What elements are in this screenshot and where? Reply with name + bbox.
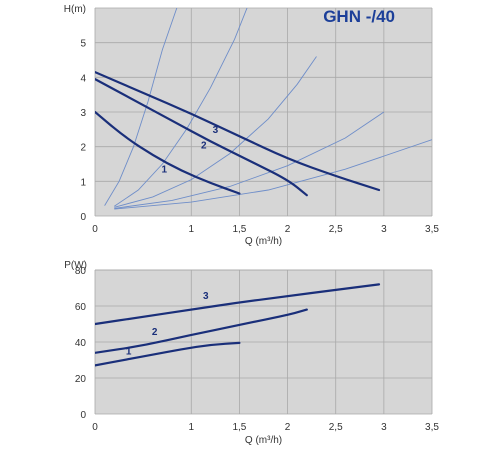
x-tick-label: 3,5 [425, 224, 439, 235]
pump-curve-2 [95, 308, 308, 354]
x-axis-title: Q (m³/h) [245, 435, 282, 446]
x-axis-title: Q (m³/h) [245, 236, 282, 247]
system-curve-line [114, 56, 317, 208]
plot-content [95, 8, 432, 210]
system-curve-line [104, 8, 178, 206]
pump-curve-1 [95, 341, 241, 367]
x-tick-label: 2,5 [329, 422, 343, 433]
chart-title: GHN -/40 [323, 7, 395, 26]
x-tick-label: 1 [189, 224, 195, 235]
pump-curve-2 [95, 78, 308, 197]
x-tick-label: 1,5 [232, 422, 246, 433]
x-tick-label: 2 [285, 224, 291, 235]
curve-label-3: 3 [213, 125, 219, 136]
y-tick-label: 20 [75, 374, 87, 385]
y-tick-label: 80 [75, 266, 87, 277]
x-tick-label: 3 [381, 224, 387, 235]
x-tick-label: 0 [92, 224, 98, 235]
curve-label-1: 1 [126, 347, 132, 358]
pump-curve-3 [95, 283, 381, 326]
curve-label-1: 1 [162, 165, 168, 176]
y-tick-label: 5 [80, 39, 86, 50]
x-tick-label: 2 [285, 422, 291, 433]
y-tick-label: 0 [80, 212, 86, 223]
y-tick-label: 3 [80, 108, 86, 119]
system-curve-line [114, 111, 385, 209]
curve-label-2: 2 [152, 327, 158, 338]
y-tick-label: 4 [80, 73, 86, 84]
y-axis-title: H(m) [64, 4, 86, 15]
y-tick-label: 2 [80, 143, 86, 154]
x-tick-label: 3 [381, 422, 387, 433]
x-tick-label: 0 [92, 422, 98, 433]
pump-curve-1 [95, 110, 241, 195]
y-tick-label: 40 [75, 338, 87, 349]
y-tick-label: 0 [80, 410, 86, 421]
y-axis-title: P(W) [64, 260, 87, 271]
y-tick-label: 60 [75, 302, 87, 313]
x-tick-label: 2,5 [329, 224, 343, 235]
y-tick-label: 1 [80, 177, 86, 188]
x-tick-label: 3,5 [425, 422, 439, 433]
curve-label-3: 3 [203, 291, 209, 302]
pump-curve-3 [95, 71, 381, 192]
curve-label-2: 2 [201, 140, 207, 151]
x-tick-label: 1,5 [232, 224, 246, 235]
plot-content [95, 283, 381, 367]
chart-2: 0 1 1,5 2 2,5 3 3,5 0 20 40 60 80 Q (m³/h) P(W) 1 2 3 [64, 260, 439, 446]
x-tick-label: 1 [189, 422, 195, 433]
system-curve-line [114, 139, 432, 210]
